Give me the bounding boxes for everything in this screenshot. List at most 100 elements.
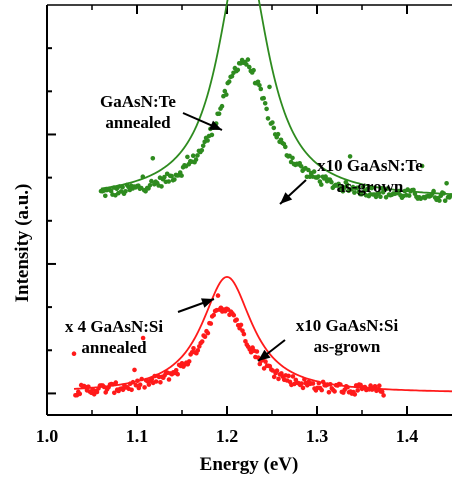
series-green-point — [209, 132, 215, 138]
series-red-point — [286, 373, 291, 379]
series-red-point — [208, 321, 214, 326]
x-axis-title: Energy (eV) — [200, 454, 299, 475]
series-red-point — [133, 382, 139, 388]
series-red-point — [316, 380, 322, 386]
series-green-point — [247, 64, 252, 70]
series-red-point — [328, 382, 333, 387]
series-green-point — [319, 182, 324, 187]
annotation-gaasn-te-annealed-line1: GaAsN:Te — [100, 92, 176, 111]
series-green-point — [224, 92, 229, 97]
series-green-point — [179, 173, 184, 178]
series-red-point — [326, 390, 332, 395]
series-red-point — [135, 378, 140, 384]
series-green-point — [283, 144, 288, 150]
series-red-point — [173, 368, 179, 373]
series-green-point — [235, 67, 241, 73]
annotation-gaasn-si-asgrown-line2: as-grown — [314, 337, 381, 356]
series-red-point — [215, 293, 221, 298]
series-green-point — [108, 188, 114, 194]
series-green-point — [245, 57, 251, 62]
series-red-point — [355, 388, 361, 393]
series-red-point — [112, 390, 117, 396]
series-red-point — [263, 359, 268, 364]
series-green-point — [442, 198, 448, 203]
series-green-point — [149, 178, 154, 184]
series-red-point — [241, 331, 247, 337]
annotation-arrow-head — [209, 120, 222, 130]
series-green-point — [200, 143, 206, 149]
series-green-point — [344, 182, 350, 187]
series-red-point — [254, 349, 260, 354]
series-green-point — [411, 187, 416, 193]
series-green-point — [347, 154, 353, 159]
series-green-point — [147, 183, 153, 188]
series-green-point — [441, 191, 447, 196]
series-green-point — [360, 184, 366, 189]
series-green-point — [251, 67, 256, 73]
series-green-point — [275, 131, 281, 137]
series-green-point — [431, 188, 436, 194]
series-red-point — [113, 380, 119, 385]
series-green-point — [205, 138, 210, 143]
series-red-point — [132, 367, 137, 373]
series-green-point — [195, 153, 200, 158]
series-green-point — [226, 79, 232, 84]
series-green-point — [271, 125, 277, 131]
series-red-point — [175, 371, 180, 377]
x-tick-label: 1.3 — [306, 426, 329, 446]
series-green-point — [229, 74, 235, 79]
annotation-gaasn-te-annealed-line2: annealed — [105, 113, 171, 132]
y-axis-title: Intensity (a.u.) — [12, 184, 33, 303]
annotation-arrow-head — [201, 298, 214, 308]
series-green-point — [264, 106, 269, 112]
series-green-point — [270, 120, 275, 125]
annotation-gaasn-si-asgrown-line1: x10 GaAsN:Si — [296, 316, 399, 335]
annotation-arrow-head — [258, 349, 271, 361]
series-red-point — [274, 368, 280, 374]
series-green-point — [306, 167, 311, 173]
series-green-point — [172, 177, 177, 182]
series-red-point — [290, 374, 296, 379]
series-green-point — [261, 95, 267, 101]
series-green-point — [444, 181, 449, 186]
series-green-point — [222, 88, 228, 94]
series-red-point — [202, 334, 208, 340]
series-green-point — [385, 186, 390, 191]
series-green-point — [169, 173, 174, 179]
series-green-point — [103, 193, 108, 199]
series-red-point — [130, 379, 136, 385]
series-green-point — [190, 153, 196, 158]
series-red-point — [142, 385, 147, 390]
series-green-point — [340, 189, 346, 194]
series-red-point — [211, 312, 216, 318]
series-green-point — [437, 198, 442, 203]
series-green-point — [359, 191, 364, 197]
series-green-point — [267, 84, 272, 90]
series-red-point — [149, 377, 155, 382]
series-green-point — [365, 186, 370, 192]
x-tick-label: 1.4 — [396, 426, 419, 446]
series-red-point — [372, 384, 378, 389]
series-green-point — [383, 195, 389, 200]
series-red-point — [195, 348, 201, 353]
series-green-point — [258, 86, 264, 92]
series-green-point — [290, 155, 295, 161]
series-green-point — [162, 174, 167, 180]
series-red-point — [261, 366, 267, 371]
series-red-point — [231, 312, 237, 318]
series-green-point — [199, 148, 205, 153]
series-green-point — [329, 179, 334, 185]
series-red-point — [319, 387, 325, 393]
series-green-point — [123, 189, 128, 194]
series-green-point — [342, 185, 347, 190]
series-green-point — [120, 184, 125, 190]
series-red-point — [166, 377, 172, 382]
series-green-point — [150, 156, 156, 161]
series-red-point — [302, 377, 307, 382]
series-green-point — [316, 174, 321, 179]
series-green-point — [378, 194, 383, 199]
x-tick-label: 1.2 — [216, 426, 239, 446]
annotation-gaasn-te-asgrown-line1: x10 GaAsN:Te — [317, 156, 423, 175]
series-red-point — [338, 382, 343, 387]
